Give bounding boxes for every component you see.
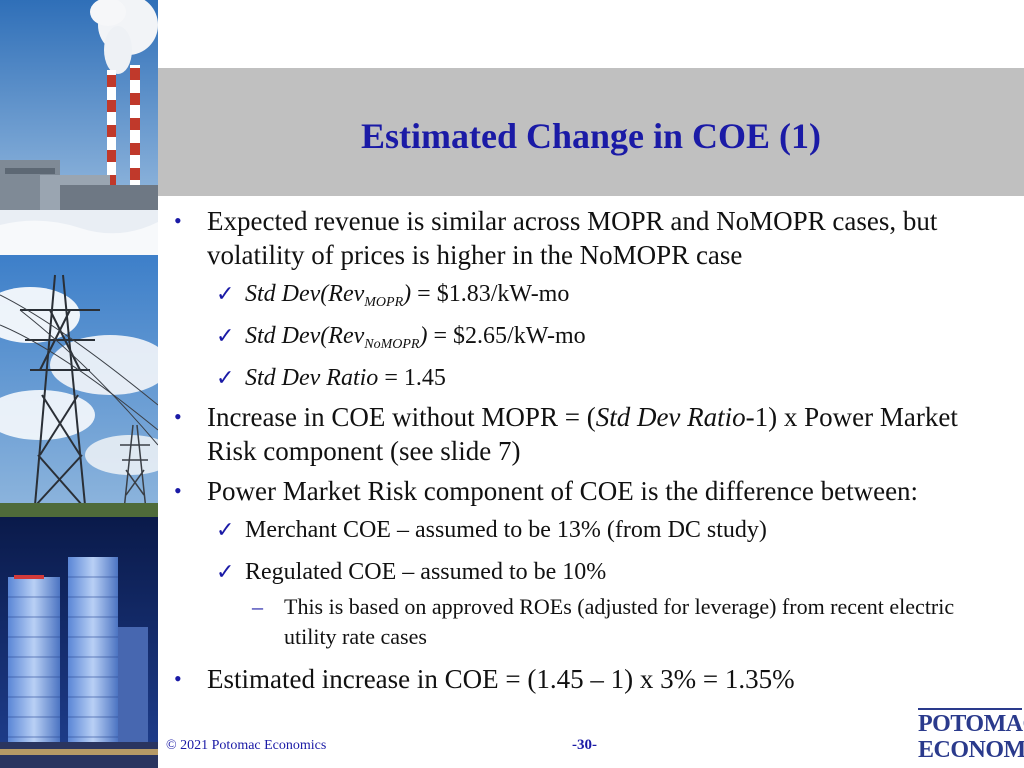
footer-copyright: © 2021 Potomac Economics bbox=[166, 738, 327, 753]
checkmark-icon: ✓ bbox=[216, 365, 235, 390]
slide-title: Estimated Change in COE (1) bbox=[360, 116, 822, 156]
bullet-marker: • bbox=[174, 404, 182, 429]
subbullet-text: Regulated COE – assumed to be 10% bbox=[245, 559, 607, 585]
checkmark-icon: ✓ bbox=[216, 323, 235, 348]
bullet-power-market-risk: • Power Market Risk component of COE is … bbox=[172, 474, 1012, 508]
bullet-marker: • bbox=[174, 478, 182, 503]
std-dev-value: = $1.83/kW-mo bbox=[411, 281, 570, 307]
subbullet-merchant-coe: ✓ Merchant COE – assumed to be 13% (from… bbox=[172, 514, 1012, 546]
checkmark-icon: ✓ bbox=[216, 281, 235, 306]
subbullet-std-dev-nomopr: ✓ Std Dev(RevNoMOPR) = $2.65/kW-mo bbox=[172, 320, 1012, 352]
std-dev-close: ) bbox=[419, 323, 428, 349]
subsubbullet-text: This is based on approved ROEs (adjusted… bbox=[284, 594, 955, 649]
power-plant-photo bbox=[0, 0, 158, 255]
std-dev-subscript: NoMOPR bbox=[364, 337, 420, 352]
std-dev-label: Std Dev(Rev bbox=[245, 323, 365, 349]
std-dev-value: = $2.65/kW-mo bbox=[427, 323, 586, 349]
subsubbullet-approved-roes: – This is based on approved ROEs (adjust… bbox=[172, 592, 1012, 652]
checkmark-icon: ✓ bbox=[216, 559, 235, 584]
std-dev-label: Std Dev(Rev bbox=[245, 281, 365, 307]
subbullet-regulated-coe: ✓ Regulated COE – assumed to be 10% bbox=[172, 556, 1012, 588]
city-skyline-photo bbox=[0, 517, 158, 768]
bullet-text-italic: Std Dev Ratio bbox=[595, 402, 746, 432]
bullet-increase-coe: • Increase in COE without MOPR = (Std De… bbox=[172, 400, 1012, 468]
std-dev-ratio-label: Std Dev Ratio bbox=[245, 365, 379, 391]
bullet-text: Expected revenue is similar across MOPR … bbox=[207, 206, 938, 270]
subbullet-std-dev-mopr: ✓ Std Dev(RevMOPR) = $1.83/kW-mo bbox=[172, 278, 1012, 310]
slide-content: • Expected revenue is similar across MOP… bbox=[172, 204, 1012, 702]
transmission-tower-photo bbox=[0, 255, 158, 517]
title-band: Estimated Change in COE (1) bbox=[158, 68, 1024, 196]
bullet-text-pre: Increase in COE without MOPR = ( bbox=[207, 402, 596, 432]
page-number: -30- bbox=[572, 737, 597, 753]
checkmark-icon: ✓ bbox=[216, 517, 235, 542]
bullet-estimated-increase: • Estimated increase in COE = (1.45 – 1)… bbox=[172, 662, 1012, 696]
potomac-economics-logo: POTOMAC ECONOMICS bbox=[918, 708, 1024, 766]
bullet-marker: • bbox=[174, 208, 182, 233]
std-dev-subscript: MOPR bbox=[364, 295, 404, 310]
bullet-text: Power Market Risk component of COE is th… bbox=[207, 476, 919, 506]
bullet-text-post: -1) x Power Market Risk component (see s… bbox=[207, 402, 958, 466]
subbullet-std-dev-ratio: ✓ Std Dev Ratio = 1.45 bbox=[172, 362, 1012, 394]
bullet-marker: • bbox=[174, 666, 182, 691]
bullet-expected-revenue: • Expected revenue is similar across MOP… bbox=[172, 204, 1012, 272]
subbullet-text: Merchant COE – assumed to be 13% (from D… bbox=[245, 517, 767, 543]
std-dev-ratio-value: = 1.45 bbox=[378, 365, 446, 391]
logo-line-1: POTOMAC bbox=[918, 708, 1024, 737]
decorative-photo-strip bbox=[0, 0, 158, 768]
dash-marker: – bbox=[252, 594, 263, 619]
std-dev-close: ) bbox=[403, 281, 412, 307]
logo-line-2: ECONOMICS bbox=[918, 737, 1024, 763]
bullet-text: Estimated increase in COE = (1.45 – 1) x… bbox=[207, 664, 795, 694]
